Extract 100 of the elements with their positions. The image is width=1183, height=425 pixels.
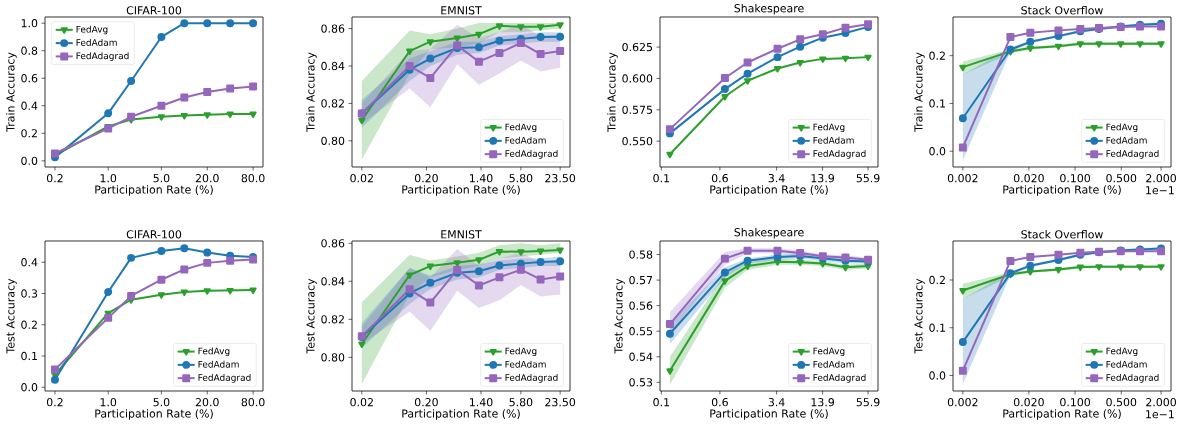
- y-tick-label: 0.1: [929, 99, 945, 108]
- x-tick-label: 0.500: [1106, 398, 1137, 407]
- legend-label: FedAvg: [198, 347, 230, 357]
- legend-label: FedAdam: [76, 38, 117, 46]
- legend-label: FedAvg: [76, 25, 108, 35]
- y-axis-title: Test Accuracy: [306, 278, 317, 354]
- y-tick-label: 0.54: [629, 352, 653, 361]
- x-tick-label: 0.20: [414, 398, 438, 407]
- legend-label: FedAdagrad: [76, 52, 129, 61]
- x-tick-label: 0.1: [653, 398, 670, 407]
- legend-label: FedAvg: [1106, 347, 1138, 357]
- legend-label: FedAdagrad: [198, 374, 251, 383]
- x-tick-label: 0.500: [1106, 174, 1137, 183]
- x-tick-label: 80.0: [241, 174, 265, 183]
- y-tick-label: 0.58: [629, 250, 653, 259]
- x-axis-title: Participation Rate (%): [95, 185, 213, 196]
- x-tick-label: 1.40: [470, 174, 493, 183]
- y-tick-label: 0.80: [321, 353, 345, 362]
- x-tick-label: 1.0: [100, 174, 117, 183]
- y-tick-label: 0.57: [629, 275, 653, 285]
- y-axis-title: Test Accuracy: [6, 278, 17, 354]
- y-tick-label: 0.0: [929, 147, 946, 156]
- x-tick-label: 5.80: [509, 174, 533, 183]
- x-tick-label: 0.02: [350, 174, 373, 183]
- chart-title: Shakespeare: [734, 227, 804, 239]
- y-tick-label: 0.8: [21, 46, 38, 55]
- y-tick-label: 0.600: [622, 74, 653, 83]
- legend-label: FedAdagrad: [505, 150, 558, 159]
- x-axis-title: Participation Rate (%): [95, 409, 213, 420]
- y-tick-label: 0.2: [21, 129, 37, 138]
- y-tick-label: 0.2: [929, 275, 945, 285]
- y-tick-label: 0.1: [929, 323, 945, 332]
- y-axis-title: Test Accuracy: [614, 278, 625, 354]
- legend-label: FedAdam: [505, 360, 546, 368]
- y-axis-title: Train Accuracy: [914, 52, 925, 132]
- y-tick-label: 0.86: [321, 24, 345, 33]
- y-tick-label: 0.0: [21, 156, 38, 165]
- y-axis-title: Train Accuracy: [607, 52, 618, 132]
- x-tick-label: 13.9: [811, 174, 835, 183]
- x-tick-label: 23.50: [545, 398, 576, 407]
- legend-label: FedAvg: [505, 123, 537, 133]
- legend-label: FedAdagrad: [813, 374, 866, 383]
- y-tick-label: 0.0: [929, 371, 946, 380]
- x-tick-label: 0.2: [46, 174, 63, 183]
- y-tick-label: 0.84: [321, 277, 345, 286]
- x-tick-label: 55.9: [856, 174, 880, 183]
- x-tick-label: 1.0: [100, 398, 117, 407]
- y-tick-label: 0.4: [21, 101, 38, 110]
- legend-label: FedAdam: [198, 360, 239, 368]
- x-tick-label: 0.6: [711, 174, 728, 183]
- legend-label: FedAvg: [813, 123, 845, 133]
- legend-label: FedAdagrad: [1106, 150, 1159, 159]
- legend-label: FedAdam: [813, 360, 854, 368]
- y-tick-label: 0.4: [21, 258, 38, 267]
- y-tick-label: 0.84: [321, 61, 345, 71]
- legend-label: FedAvg: [813, 347, 845, 357]
- x-tick-label: 0.100: [1060, 398, 1091, 407]
- x-tick-label: 0.020: [1013, 398, 1044, 407]
- x-tick-label: 20.0: [195, 398, 219, 407]
- x-tick-label: 0.020: [1013, 174, 1044, 183]
- x-tick-label: 0.100: [1060, 174, 1091, 183]
- y-axis-title: Test Accuracy: [914, 278, 925, 354]
- x-tick-label: 2.000: [1146, 398, 1176, 407]
- x-tick-label: 3.4: [768, 398, 785, 407]
- x-tick-label: 5.0: [153, 398, 170, 407]
- x-tick-label: 5.0: [153, 174, 170, 183]
- y-tick-label: 0.55: [629, 327, 653, 336]
- y-tick-label: 0.0: [21, 383, 38, 392]
- x-axis-title: Participation Rate (%): [1003, 409, 1121, 420]
- y-tick-label: 0.3: [21, 289, 38, 298]
- y-tick-label: 0.1: [21, 351, 37, 361]
- x-axis-title: Participation Rate (%): [710, 409, 828, 420]
- legend-label: FedAdam: [1106, 136, 1147, 144]
- y-tick-label: 0.2: [21, 320, 37, 329]
- y-axis-title: Train Accuracy: [6, 52, 17, 132]
- y-tick-label: 0.550: [622, 137, 653, 146]
- y-tick-label: 0.625: [622, 42, 653, 52]
- chart-title: EMNIST: [441, 6, 482, 15]
- x-axis-title: Participation Rate (%): [710, 185, 828, 196]
- text: 1e−1: [1146, 186, 1174, 195]
- y-tick-label: 1.0: [21, 19, 38, 28]
- legend-label: FedAdam: [1106, 360, 1147, 368]
- x-tick-label: 5.80: [509, 398, 533, 407]
- legend-label: FedAvg: [505, 347, 537, 357]
- legend-label: FedAdagrad: [505, 374, 558, 383]
- legend-label: FedAdagrad: [813, 150, 866, 159]
- y-tick-label: 0.82: [321, 99, 344, 108]
- y-tick-label: 0.56: [629, 301, 653, 310]
- x-axis-title: Participation Rate (%): [1003, 185, 1121, 196]
- x-tick-label: 13.9: [811, 398, 835, 407]
- y-tick-label: 0.53: [629, 378, 653, 387]
- chart-title: Stack Overflow: [1021, 230, 1103, 239]
- chart-title: Stack Overflow: [1021, 6, 1103, 15]
- x-tick-label: 55.9: [856, 398, 880, 407]
- x-tick-label: 0.2: [46, 398, 63, 407]
- y-tick-label: 0.6: [21, 74, 38, 83]
- chart-title: EMNIST: [441, 230, 482, 239]
- legend-label: FedAvg: [1106, 123, 1138, 133]
- x-tick-label: 0.002: [947, 174, 978, 183]
- x-tick-label: 0.002: [947, 398, 978, 407]
